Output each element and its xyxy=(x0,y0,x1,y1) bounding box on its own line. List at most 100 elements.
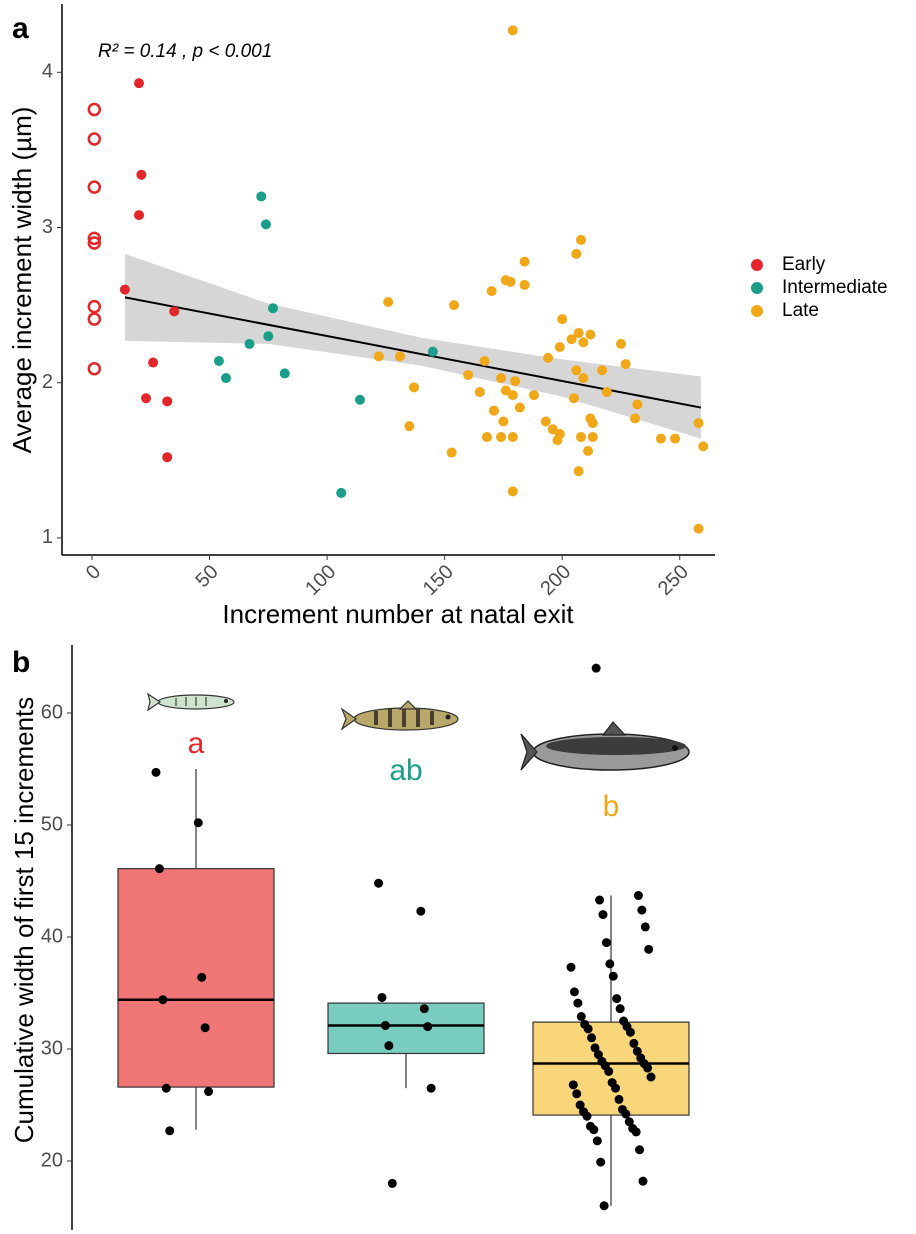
data-point xyxy=(543,353,553,363)
data-point xyxy=(383,297,393,307)
data-point xyxy=(263,331,273,341)
legend-marker xyxy=(751,305,763,317)
data-point xyxy=(409,382,419,392)
data-point xyxy=(378,993,387,1002)
data-point xyxy=(605,959,614,968)
data-point xyxy=(569,393,579,403)
data-point xyxy=(670,434,680,444)
data-point xyxy=(214,356,224,366)
legend-label: Early xyxy=(782,254,826,275)
data-point xyxy=(420,1004,429,1013)
data-point xyxy=(630,413,640,423)
data-point xyxy=(641,922,650,931)
data-point xyxy=(158,995,167,1004)
data-point xyxy=(573,999,582,1008)
data-point xyxy=(583,446,593,456)
data-point xyxy=(599,910,608,919)
data-point xyxy=(449,300,459,310)
data-point xyxy=(201,1023,210,1032)
data-point xyxy=(567,963,576,972)
data-point xyxy=(355,395,365,405)
data-point xyxy=(134,210,144,220)
data-point xyxy=(592,664,601,673)
data-point xyxy=(632,1127,641,1136)
significance-letter: ab xyxy=(389,754,422,787)
panel-label: b xyxy=(12,646,30,679)
data-point xyxy=(381,1021,390,1030)
data-point xyxy=(593,1136,602,1145)
data-point xyxy=(508,432,518,442)
data-point xyxy=(165,1126,174,1135)
data-point xyxy=(571,249,581,259)
data-point xyxy=(629,1039,638,1048)
data-point xyxy=(136,170,146,180)
data-point xyxy=(280,368,290,378)
data-point xyxy=(571,365,581,375)
data-point xyxy=(496,432,506,442)
data-point xyxy=(221,373,231,383)
data-point xyxy=(596,1158,605,1167)
x-axis-title: Increment number at natal exit xyxy=(222,599,574,629)
data-point xyxy=(155,864,164,873)
data-point xyxy=(336,488,346,498)
data-point xyxy=(574,466,584,476)
data-point xyxy=(505,277,515,287)
x-tick-label: 50 xyxy=(192,561,223,592)
data-point xyxy=(587,1033,596,1042)
data-point xyxy=(585,330,595,340)
data-point xyxy=(656,434,666,444)
data-point xyxy=(89,301,100,312)
data-point xyxy=(555,342,565,352)
data-point xyxy=(480,356,490,366)
data-point xyxy=(141,393,151,403)
data-point xyxy=(162,452,172,462)
y-tick-label: 2 xyxy=(42,371,53,393)
data-point xyxy=(589,1125,598,1134)
data-point xyxy=(447,448,457,458)
data-point xyxy=(268,303,278,313)
data-point xyxy=(569,1080,578,1089)
data-point xyxy=(643,1064,652,1073)
data-point xyxy=(508,25,518,35)
data-point xyxy=(374,351,384,361)
data-point xyxy=(489,406,499,416)
data-point xyxy=(647,1073,656,1082)
data-point xyxy=(152,768,161,777)
significance-letter: a xyxy=(188,727,205,760)
data-point xyxy=(578,337,588,347)
data-point xyxy=(197,973,206,982)
data-point xyxy=(584,1024,593,1033)
data-point xyxy=(89,363,100,374)
x-tick-label: 200 xyxy=(536,561,575,600)
data-point xyxy=(698,441,708,451)
data-point xyxy=(204,1087,213,1096)
data-point xyxy=(567,334,577,344)
data-point xyxy=(427,1084,436,1093)
data-point xyxy=(639,1177,648,1186)
data-point xyxy=(615,1095,624,1104)
data-point xyxy=(634,891,643,900)
data-point xyxy=(120,285,130,295)
data-point xyxy=(576,432,586,442)
box xyxy=(118,869,274,1087)
data-point xyxy=(632,399,642,409)
x-tick-label: 100 xyxy=(301,561,340,600)
data-point xyxy=(570,987,579,996)
annotation: R² = 0.14 , p < 0.001 xyxy=(98,41,272,62)
data-point xyxy=(694,418,704,428)
data-point xyxy=(604,1067,613,1076)
data-point xyxy=(583,1112,592,1121)
data-point xyxy=(577,1012,586,1021)
fish-icon xyxy=(521,722,689,770)
data-point xyxy=(162,1084,171,1093)
data-point xyxy=(552,435,562,445)
data-point xyxy=(395,351,405,361)
data-point xyxy=(482,432,492,442)
data-point xyxy=(616,339,626,349)
data-point xyxy=(635,1145,644,1154)
y-tick-label: 50 xyxy=(41,813,63,835)
figure: a R² = 0.14 , p < 0.001 Increment number… xyxy=(0,0,916,1234)
y-tick-label: 20 xyxy=(41,1149,63,1171)
data-point xyxy=(148,358,158,368)
data-point xyxy=(541,417,551,427)
